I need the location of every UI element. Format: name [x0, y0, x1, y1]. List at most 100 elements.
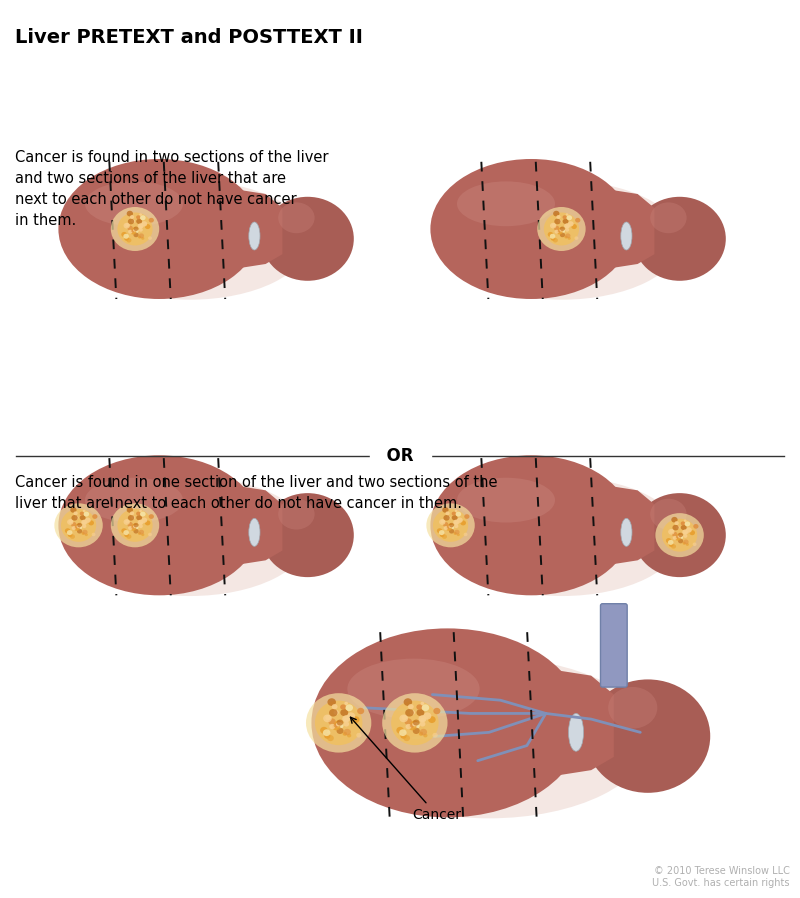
Ellipse shape — [448, 524, 453, 527]
Ellipse shape — [134, 523, 138, 527]
Ellipse shape — [410, 710, 415, 715]
Ellipse shape — [412, 720, 418, 726]
Ellipse shape — [568, 237, 570, 240]
Ellipse shape — [433, 733, 438, 737]
Ellipse shape — [85, 478, 183, 523]
Ellipse shape — [133, 524, 137, 527]
Ellipse shape — [262, 197, 354, 281]
Ellipse shape — [332, 723, 340, 730]
Ellipse shape — [326, 715, 331, 720]
Text: © 2010 Terese Winslow LLC
U.S. Govt. has certain rights: © 2010 Terese Winslow LLC U.S. Govt. has… — [653, 867, 790, 888]
Ellipse shape — [443, 180, 681, 300]
Ellipse shape — [77, 524, 82, 530]
Ellipse shape — [145, 520, 150, 525]
Ellipse shape — [404, 699, 412, 706]
Ellipse shape — [85, 533, 88, 536]
Ellipse shape — [125, 224, 130, 227]
Ellipse shape — [138, 520, 143, 525]
Ellipse shape — [676, 525, 680, 529]
Ellipse shape — [569, 713, 583, 752]
Ellipse shape — [329, 709, 338, 717]
Ellipse shape — [565, 233, 570, 238]
Ellipse shape — [133, 524, 137, 528]
Ellipse shape — [437, 528, 442, 533]
Ellipse shape — [58, 455, 260, 595]
Ellipse shape — [123, 233, 129, 239]
Ellipse shape — [410, 721, 415, 726]
Ellipse shape — [669, 542, 674, 547]
Ellipse shape — [447, 524, 450, 527]
Ellipse shape — [111, 207, 159, 251]
Ellipse shape — [670, 529, 674, 533]
Ellipse shape — [420, 721, 426, 726]
Ellipse shape — [550, 233, 555, 239]
Ellipse shape — [70, 507, 77, 513]
Ellipse shape — [457, 478, 555, 523]
Ellipse shape — [418, 715, 426, 722]
Ellipse shape — [452, 512, 456, 515]
Ellipse shape — [76, 524, 81, 527]
Ellipse shape — [686, 543, 689, 546]
Ellipse shape — [118, 213, 153, 245]
Ellipse shape — [682, 530, 688, 535]
Ellipse shape — [417, 709, 424, 716]
Ellipse shape — [560, 226, 565, 231]
Ellipse shape — [408, 704, 414, 709]
Ellipse shape — [123, 530, 129, 535]
Ellipse shape — [682, 541, 686, 545]
Ellipse shape — [668, 529, 674, 534]
Ellipse shape — [678, 533, 683, 537]
Ellipse shape — [84, 512, 89, 516]
Ellipse shape — [132, 524, 135, 527]
Ellipse shape — [133, 227, 137, 231]
Ellipse shape — [423, 712, 431, 719]
Ellipse shape — [122, 528, 127, 533]
Ellipse shape — [457, 533, 460, 536]
Ellipse shape — [562, 216, 567, 219]
Ellipse shape — [678, 533, 682, 537]
Ellipse shape — [686, 527, 692, 533]
Ellipse shape — [662, 519, 698, 551]
Ellipse shape — [67, 519, 74, 524]
Ellipse shape — [142, 221, 147, 226]
Ellipse shape — [347, 658, 480, 719]
Ellipse shape — [399, 715, 408, 722]
Ellipse shape — [690, 530, 695, 535]
Ellipse shape — [672, 532, 678, 537]
Ellipse shape — [650, 498, 686, 530]
Ellipse shape — [324, 733, 330, 739]
Ellipse shape — [426, 504, 474, 547]
Ellipse shape — [334, 721, 339, 726]
Ellipse shape — [442, 534, 447, 539]
Ellipse shape — [74, 511, 78, 515]
Ellipse shape — [671, 517, 678, 523]
Polygon shape — [593, 187, 654, 271]
Ellipse shape — [337, 719, 343, 726]
Ellipse shape — [127, 225, 133, 231]
Ellipse shape — [54, 504, 102, 547]
Ellipse shape — [560, 233, 565, 237]
Ellipse shape — [560, 228, 565, 233]
Ellipse shape — [118, 509, 153, 541]
Ellipse shape — [693, 542, 697, 546]
Ellipse shape — [346, 704, 353, 711]
Ellipse shape — [134, 233, 138, 237]
Ellipse shape — [558, 230, 561, 233]
Ellipse shape — [464, 515, 470, 519]
Ellipse shape — [668, 540, 674, 545]
Text: Cancer is found in one section of the liver and two sections of the
liver that a: Cancer is found in one section of the li… — [15, 475, 498, 511]
Ellipse shape — [136, 515, 142, 520]
Ellipse shape — [410, 724, 414, 727]
Ellipse shape — [413, 722, 420, 729]
Ellipse shape — [342, 715, 350, 722]
Ellipse shape — [566, 214, 568, 216]
Ellipse shape — [443, 522, 449, 527]
Ellipse shape — [559, 227, 563, 231]
Ellipse shape — [278, 498, 314, 530]
Ellipse shape — [456, 512, 461, 516]
Ellipse shape — [553, 211, 559, 216]
Ellipse shape — [352, 717, 359, 723]
Ellipse shape — [77, 529, 82, 533]
Ellipse shape — [343, 721, 349, 726]
Ellipse shape — [130, 511, 134, 515]
